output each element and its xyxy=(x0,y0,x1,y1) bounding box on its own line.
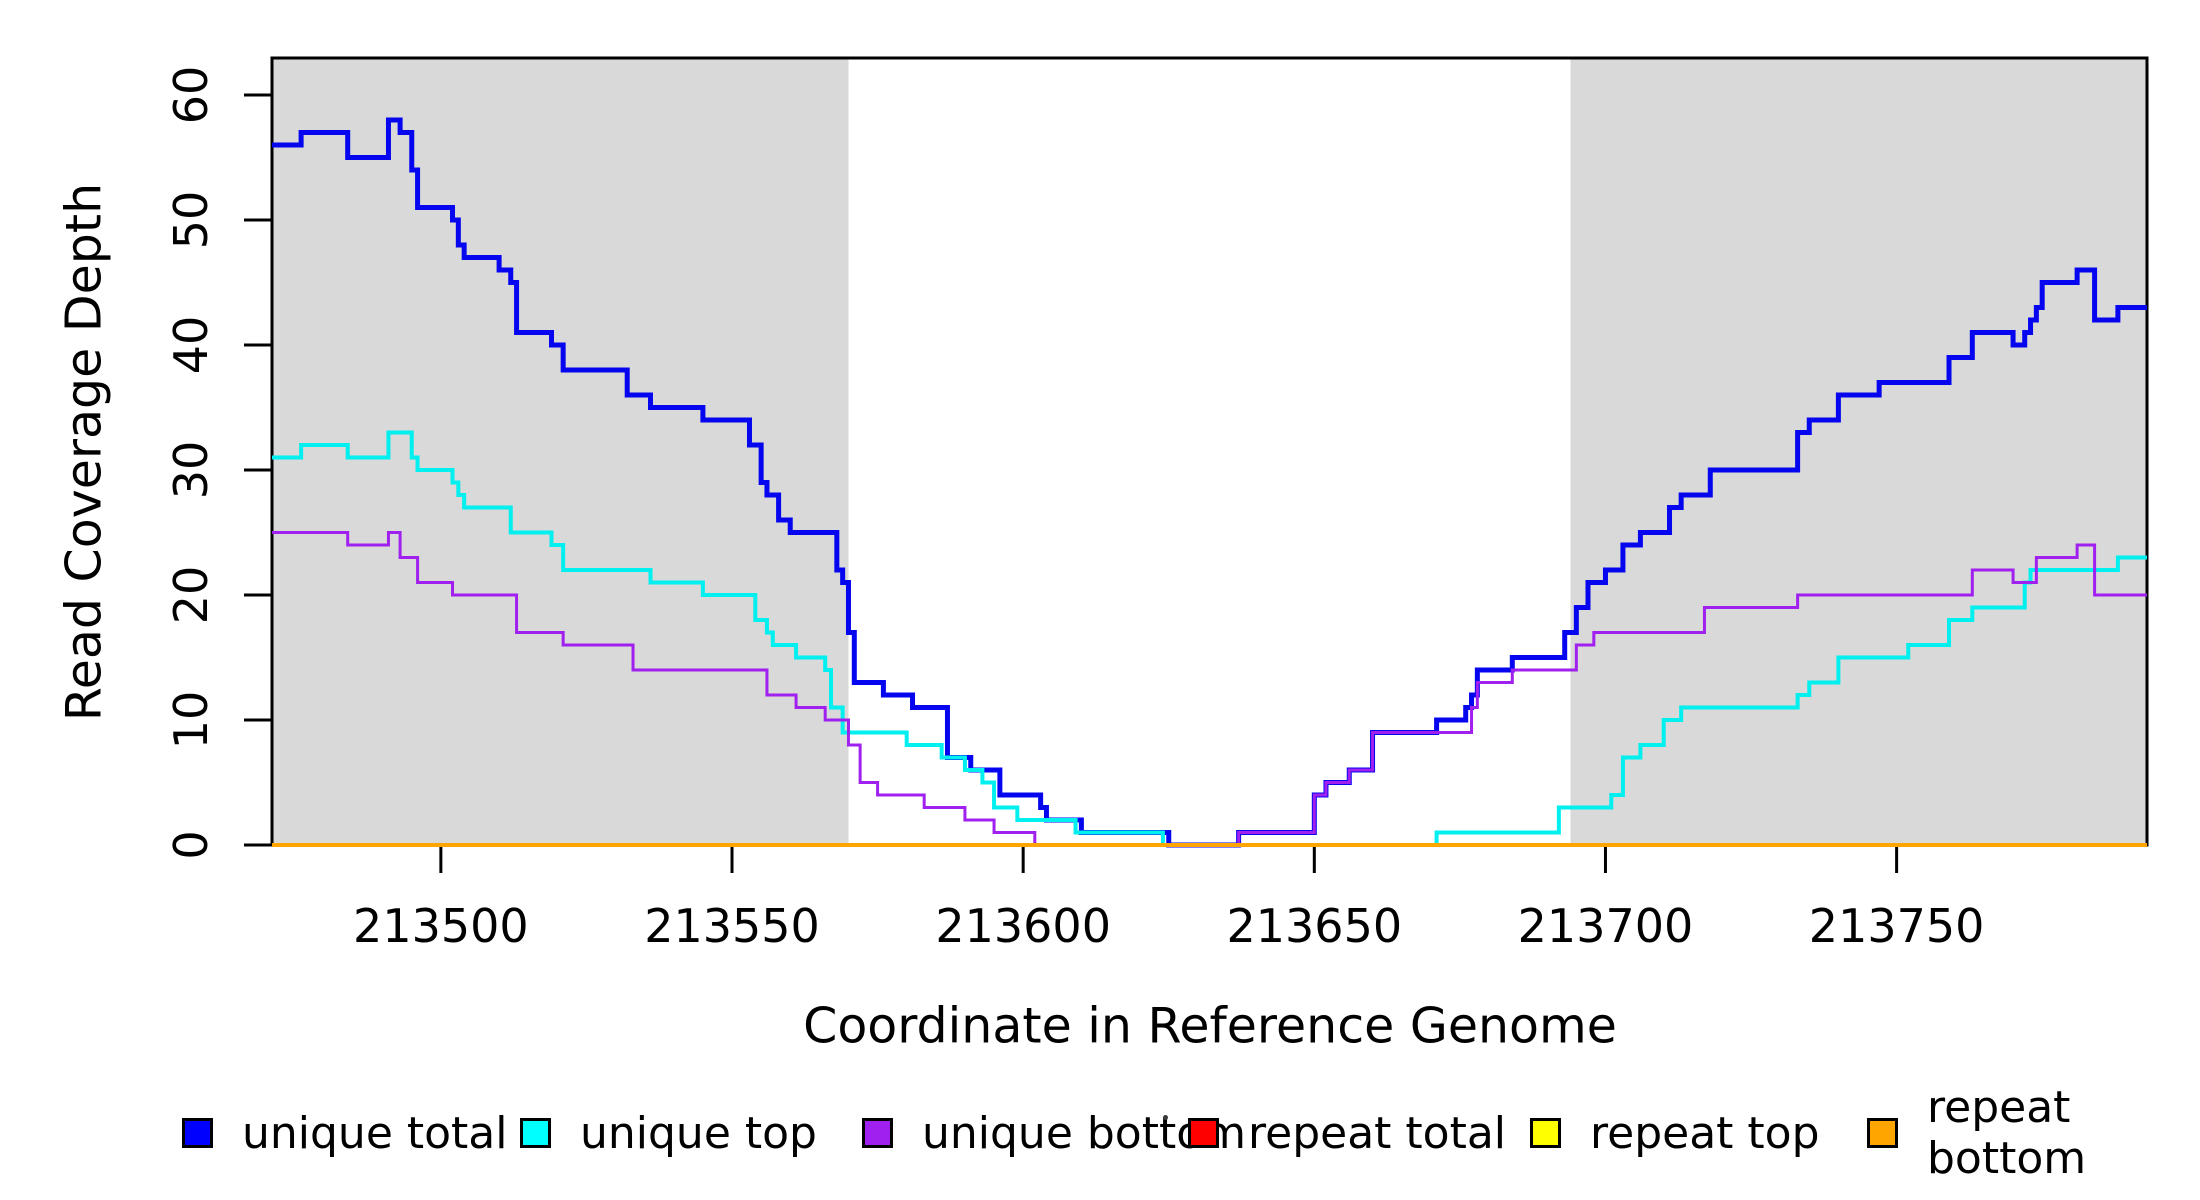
legend-label: unique top xyxy=(580,1107,817,1159)
legend-item-repeat-bottom: repeat bottom xyxy=(1867,1082,2200,1184)
legend-swatch-repeat-bottom xyxy=(1867,1118,1898,1148)
y-tick-label: 30 xyxy=(164,441,218,500)
x-tick-label: 213650 xyxy=(1227,899,1403,953)
y-tick-label: 60 xyxy=(164,66,218,125)
legend: unique total unique top unique bottom repea… xyxy=(0,1082,2200,1184)
x-tick-label: 213600 xyxy=(935,899,1111,953)
legend-item-unique-top: unique top xyxy=(520,1107,817,1159)
legend-swatch-unique-total xyxy=(182,1118,213,1148)
legend-swatch-repeat-top xyxy=(1530,1118,1561,1148)
legend-item-unique-total: unique total xyxy=(182,1107,508,1159)
y-tick-label: 40 xyxy=(164,316,218,375)
legend-swatch-unique-bottom xyxy=(862,1118,893,1148)
legend-item-repeat-total: repeat total xyxy=(1188,1107,1507,1159)
legend-label: repeat top xyxy=(1590,1107,1820,1159)
legend-swatch-unique-top xyxy=(520,1118,551,1148)
legend-label: repeat bottom xyxy=(1927,1082,2087,1184)
shaded-region xyxy=(272,59,849,844)
x-tick-label: 213500 xyxy=(353,899,529,953)
x-tick-label: 213750 xyxy=(1809,899,1985,953)
legend-label: repeat total xyxy=(1248,1107,1507,1159)
x-tick-label: 213700 xyxy=(1518,899,1694,953)
series-unique-top xyxy=(272,430,2147,847)
legend-label: unique total xyxy=(242,1107,508,1159)
y-tick-label: 20 xyxy=(164,566,218,625)
y-tick-label: 10 xyxy=(164,691,218,750)
y-tick-label: 50 xyxy=(164,191,218,250)
y-tick-label: 0 xyxy=(164,830,218,859)
x-tick-label: 213550 xyxy=(644,899,820,953)
shaded-region xyxy=(1570,59,2147,844)
stray-mark xyxy=(1163,1115,1168,1120)
legend-swatch-repeat-total xyxy=(1188,1118,1219,1148)
x-axis-title: Coordinate in Reference Genome xyxy=(803,997,1617,1055)
series-unique-bottom xyxy=(272,531,2147,847)
legend-item-repeat-top: repeat top xyxy=(1530,1107,1820,1159)
y-axis-title: Read Coverage Depth xyxy=(55,182,113,722)
